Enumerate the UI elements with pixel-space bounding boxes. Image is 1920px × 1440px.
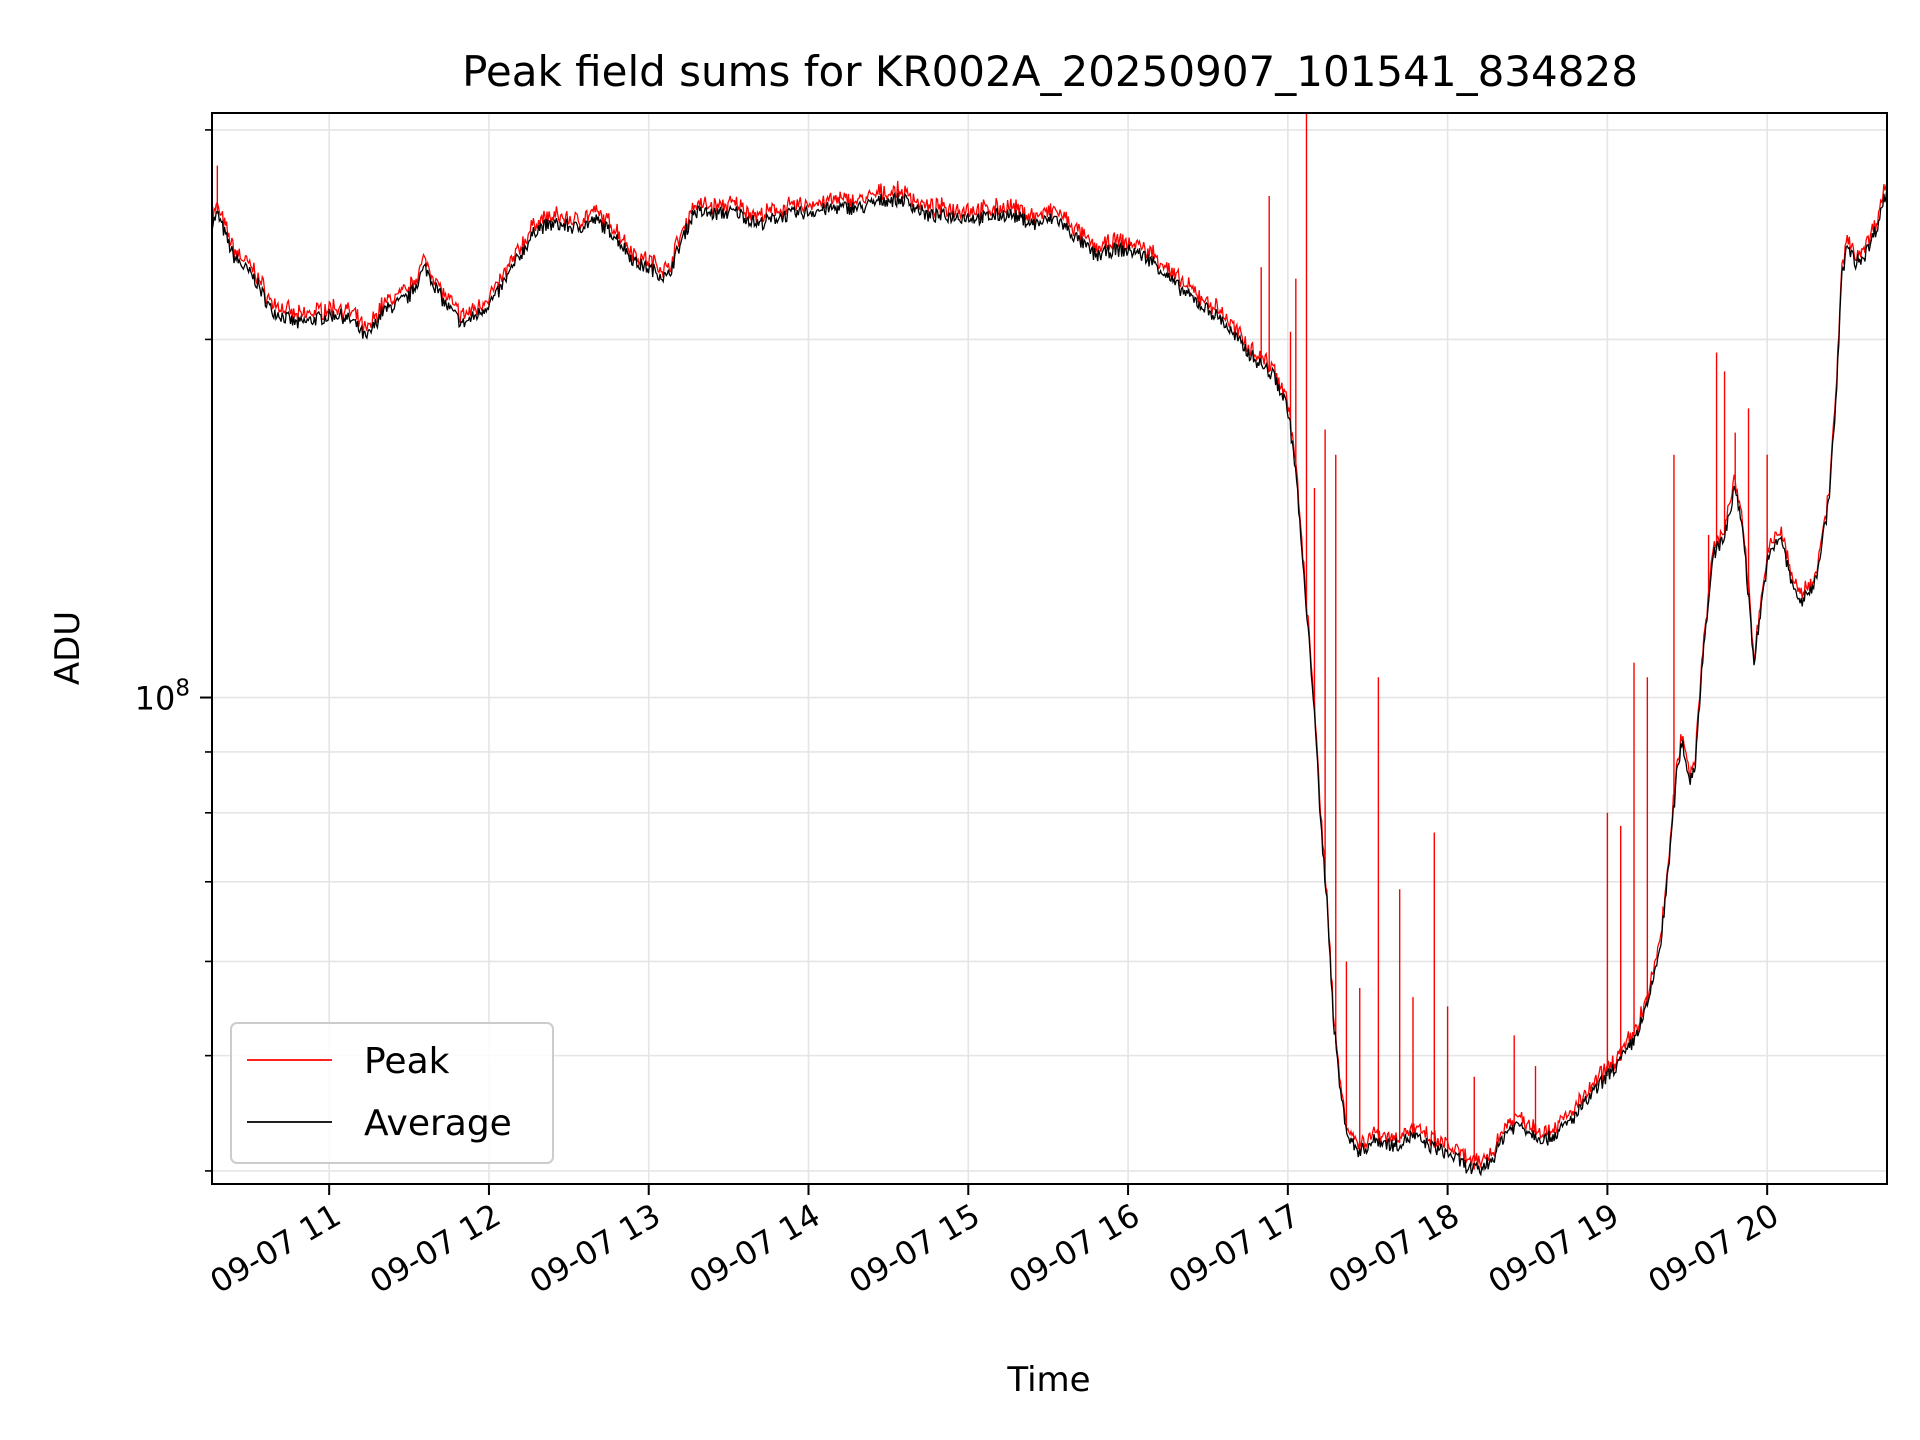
plot-area: 09-07 11 09-07 12 09-07 13 09-07 14 09-07 15… xyxy=(135,112,1888,1301)
chart-title: Peak field sums for KR002A_20250907_1015… xyxy=(462,47,1638,96)
y-axis-ticks: 108 xyxy=(135,129,212,1172)
legend-average-label: Average xyxy=(364,1103,512,1144)
x-axis-label: Time xyxy=(1006,1360,1090,1400)
legend-peak-label: Peak xyxy=(364,1041,450,1082)
legend: Peak Average xyxy=(230,1022,554,1164)
plot-frame xyxy=(211,112,1888,1185)
legend-box xyxy=(230,1022,554,1164)
y-axis-label: ADU xyxy=(48,611,88,685)
y-tick-label: 108 xyxy=(135,676,190,718)
average-series-line xyxy=(212,186,1887,1177)
series-layer xyxy=(212,113,1887,1177)
